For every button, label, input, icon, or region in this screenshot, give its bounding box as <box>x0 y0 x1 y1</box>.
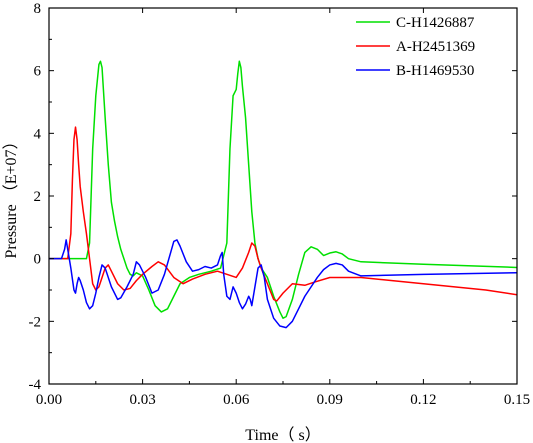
y-axis: -4 -2 0 2 4 6 8 <box>29 1 517 393</box>
series-line-a-h2451369 <box>49 126 517 302</box>
y-tick-label: -4 <box>29 377 42 393</box>
x-axis-title: Time（ s） <box>245 426 320 443</box>
y-tick-label: 4 <box>34 126 42 142</box>
y-tick-label: 6 <box>34 64 42 80</box>
y-tick-label: -2 <box>29 314 42 330</box>
x-tick-label: 0.09 <box>317 392 343 408</box>
x-tick-label: 0.12 <box>410 392 436 408</box>
x-tick-label: 0.06 <box>223 392 250 408</box>
y-axis-title: Pressure （E+07） <box>2 133 20 258</box>
x-tick-label: 0.15 <box>504 392 530 408</box>
legend: C-H1426887 A-H2451369 B-H1469530 <box>356 15 475 79</box>
y-tick-label: 2 <box>34 189 42 205</box>
x-axis: 0.00 0.03 0.06 0.09 0.12 0.15 <box>36 8 530 408</box>
x-tick-label: 0.00 <box>36 392 62 408</box>
y-tick-label: 8 <box>34 1 42 17</box>
series-line-b-h1469530 <box>49 239 517 329</box>
series-line-c-h1426887 <box>49 60 517 319</box>
legend-label-b-h1469530: B-H1469530 <box>396 63 474 79</box>
legend-label-a-h2451369: A-H2451369 <box>396 39 475 55</box>
x-tick-label: 0.03 <box>129 392 155 408</box>
y-tick-label: 0 <box>34 252 42 268</box>
legend-label-c-h1426887: C-H1426887 <box>396 15 475 31</box>
